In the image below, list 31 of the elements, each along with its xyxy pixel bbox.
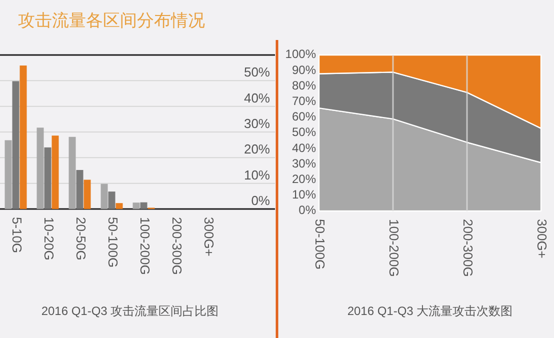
- x-tick-label: 5-10G: [10, 217, 25, 254]
- text: 2016 Q1-Q3 攻击流量区间占比图: [41, 304, 219, 318]
- x-tick-label: 200-300G: [170, 217, 185, 275]
- y-tick-label: 20%: [292, 172, 316, 186]
- y-tick-label: 60%: [292, 110, 316, 124]
- x-tick-label: 10-20G: [42, 217, 57, 260]
- text: 2016 Q1-Q3 大流量攻击次数图: [347, 304, 513, 318]
- y-tick-label: 0%: [251, 193, 270, 208]
- x-tick-label: 300G+: [534, 219, 550, 258]
- y-tick-label: 30%: [292, 156, 316, 170]
- x-tick-label: 50-100G: [312, 219, 328, 270]
- y-tick-label: 30%: [244, 116, 270, 131]
- y-tick-label: 40%: [244, 90, 270, 106]
- y-tick-label: 80%: [292, 78, 316, 92]
- y-tick-label: 10%: [292, 188, 316, 202]
- y-tick-label: 40%: [292, 140, 316, 155]
- y-tick-label: 70%: [292, 94, 316, 108]
- x-tick-label: 20-50G: [74, 217, 89, 260]
- x-tick-label: 200-300G: [460, 219, 476, 277]
- y-tick-label: 0%: [298, 203, 316, 218]
- x-tick-label: 100-200G: [138, 217, 153, 275]
- x-tick-label: 300G+: [202, 217, 217, 256]
- y-tick-label: 10%: [244, 167, 270, 182]
- y-tick-label: 100%: [285, 47, 316, 62]
- x-tick-label: 100-200G: [386, 219, 402, 277]
- y-tick-label: 90%: [292, 62, 316, 77]
- y-tick-label: 50%: [292, 125, 316, 140]
- x-tick-label: 50-100G: [106, 217, 121, 268]
- y-tick-label: 20%: [244, 142, 270, 157]
- y-tick-label: 50%: [244, 64, 270, 80]
- chart-title: 攻击流量各区间分布情况: [18, 11, 205, 30]
